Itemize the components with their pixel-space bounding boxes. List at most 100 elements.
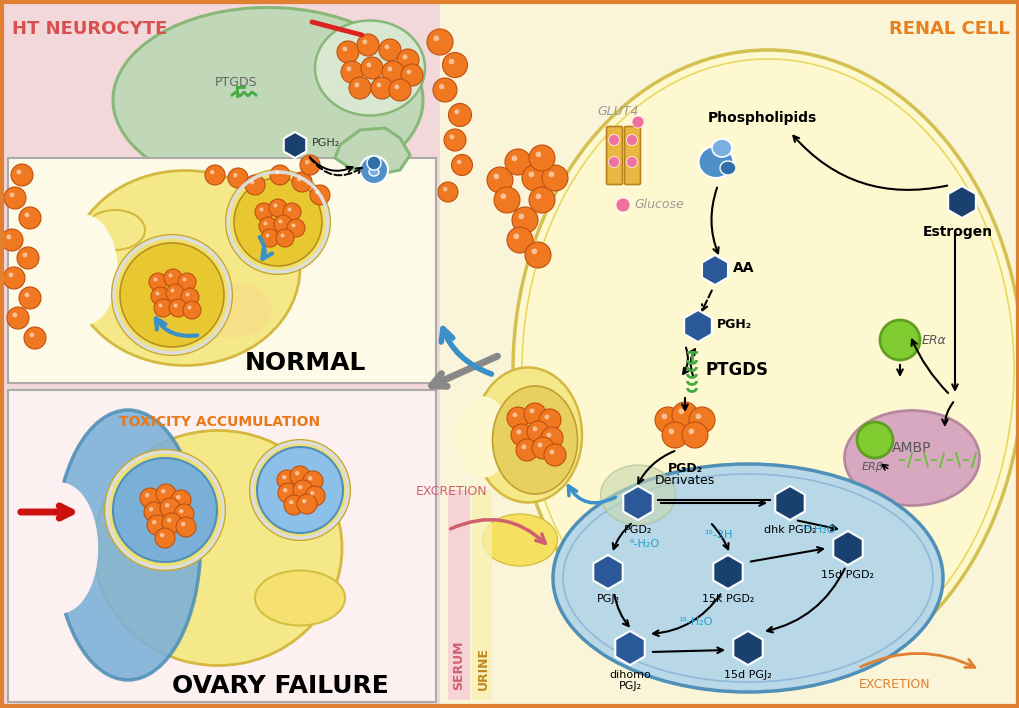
Circle shape: [518, 214, 524, 219]
Circle shape: [303, 471, 323, 491]
FancyBboxPatch shape: [8, 158, 435, 383]
Circle shape: [259, 207, 263, 212]
Circle shape: [24, 327, 46, 349]
Circle shape: [367, 156, 381, 170]
Circle shape: [151, 287, 169, 305]
Circle shape: [168, 273, 172, 278]
Circle shape: [261, 229, 279, 247]
Circle shape: [291, 224, 296, 227]
Circle shape: [357, 34, 379, 56]
FancyBboxPatch shape: [447, 490, 470, 700]
Circle shape: [278, 219, 282, 224]
Circle shape: [250, 440, 350, 540]
Circle shape: [11, 164, 33, 186]
FancyBboxPatch shape: [439, 0, 1019, 708]
Circle shape: [147, 515, 167, 535]
Circle shape: [535, 152, 541, 157]
Circle shape: [120, 243, 224, 347]
Circle shape: [529, 187, 554, 213]
Circle shape: [361, 57, 382, 79]
Circle shape: [185, 292, 190, 297]
Circle shape: [438, 84, 444, 89]
Text: 15d PGJ₂: 15d PGJ₂: [723, 670, 771, 680]
Circle shape: [379, 39, 400, 61]
Circle shape: [166, 284, 183, 302]
Text: PGH₂: PGH₂: [716, 317, 751, 331]
Circle shape: [302, 499, 306, 503]
Circle shape: [695, 413, 700, 419]
Circle shape: [269, 199, 286, 217]
Text: SERUM: SERUM: [452, 641, 465, 690]
Text: Glucose: Glucose: [634, 198, 683, 212]
Circle shape: [182, 278, 186, 282]
Circle shape: [516, 430, 521, 434]
Circle shape: [504, 149, 531, 175]
Circle shape: [149, 273, 167, 291]
Circle shape: [160, 533, 164, 537]
Circle shape: [257, 447, 342, 533]
Polygon shape: [712, 555, 742, 589]
Circle shape: [672, 402, 697, 428]
Circle shape: [678, 409, 684, 414]
Circle shape: [288, 500, 293, 504]
Polygon shape: [733, 631, 762, 665]
Circle shape: [305, 160, 309, 164]
Circle shape: [538, 409, 560, 431]
Ellipse shape: [315, 21, 425, 115]
Circle shape: [19, 287, 41, 309]
Text: ERα: ERα: [921, 333, 946, 346]
Circle shape: [281, 475, 286, 479]
Ellipse shape: [719, 161, 736, 175]
Circle shape: [608, 135, 619, 146]
Circle shape: [427, 29, 452, 55]
Circle shape: [442, 52, 467, 77]
Circle shape: [30, 333, 35, 337]
Circle shape: [155, 292, 159, 295]
Circle shape: [448, 103, 471, 127]
Circle shape: [512, 207, 537, 233]
Circle shape: [521, 445, 526, 450]
Circle shape: [16, 169, 21, 174]
Circle shape: [9, 193, 14, 198]
Circle shape: [210, 170, 214, 174]
Circle shape: [3, 267, 25, 289]
Circle shape: [270, 165, 289, 185]
Text: URINE: URINE: [476, 647, 489, 690]
Ellipse shape: [474, 367, 582, 503]
Circle shape: [403, 55, 407, 59]
Text: dihomo: dihomo: [608, 670, 650, 680]
Text: Estrogen: Estrogen: [922, 225, 993, 239]
Ellipse shape: [70, 171, 300, 365]
Circle shape: [286, 219, 305, 237]
Ellipse shape: [482, 514, 557, 566]
Circle shape: [294, 471, 300, 475]
Circle shape: [532, 426, 537, 431]
Circle shape: [176, 495, 180, 499]
Text: HT NEUROCYTE: HT NEUROCYTE: [12, 20, 167, 38]
Circle shape: [105, 450, 225, 570]
Ellipse shape: [192, 282, 272, 338]
Circle shape: [149, 507, 153, 511]
Circle shape: [282, 488, 287, 492]
Polygon shape: [283, 132, 306, 158]
Ellipse shape: [492, 386, 577, 494]
Circle shape: [443, 129, 466, 151]
Circle shape: [856, 422, 892, 458]
Circle shape: [278, 483, 298, 503]
Circle shape: [171, 490, 191, 510]
Circle shape: [180, 288, 199, 306]
Polygon shape: [833, 531, 862, 565]
Text: PTGDS: PTGDS: [215, 76, 258, 88]
Text: ⁹-H₂O: ⁹-H₂O: [630, 539, 659, 549]
Circle shape: [228, 168, 248, 188]
Circle shape: [158, 304, 162, 307]
Polygon shape: [701, 255, 728, 285]
Circle shape: [396, 49, 419, 71]
Circle shape: [506, 407, 529, 429]
Text: PTGDS: PTGDS: [705, 361, 768, 379]
Circle shape: [226, 170, 330, 274]
Circle shape: [277, 470, 297, 490]
Circle shape: [140, 488, 160, 508]
Circle shape: [682, 422, 707, 448]
Circle shape: [506, 227, 533, 253]
